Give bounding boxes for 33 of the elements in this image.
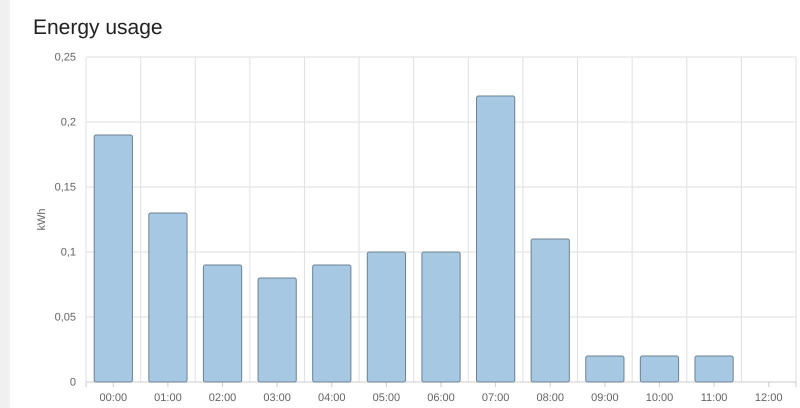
y-tick-label: 0,1 bbox=[60, 246, 76, 259]
x-tick-label: 11:00 bbox=[700, 392, 728, 404]
x-tick-label: 03:00 bbox=[263, 392, 291, 404]
y-tick-label: 0,2 bbox=[60, 116, 76, 129]
bar bbox=[585, 356, 624, 382]
x-tick-label: 10:00 bbox=[646, 392, 674, 404]
bar bbox=[202, 264, 242, 382]
bar bbox=[640, 356, 680, 382]
x-tick-label: 04:00 bbox=[318, 392, 346, 404]
bar bbox=[148, 212, 188, 382]
y-tick-label: 0 bbox=[70, 376, 76, 389]
y-tick-label: 0,25 bbox=[54, 52, 76, 64]
x-tick-label: 02:00 bbox=[208, 392, 236, 404]
bar bbox=[312, 264, 352, 382]
x-tick-label: 09:00 bbox=[591, 392, 619, 404]
x-tick-label: 01:00 bbox=[154, 392, 182, 404]
y-axis-title: kWh bbox=[36, 208, 48, 230]
chart-title: Energy usage bbox=[33, 16, 163, 39]
x-tick-label: 12:00 bbox=[754, 392, 782, 404]
bar bbox=[258, 278, 297, 382]
x-tick-label: 05:00 bbox=[372, 392, 400, 404]
y-tick-label: 0,05 bbox=[54, 312, 76, 324]
x-tick-label: 00:00 bbox=[100, 392, 128, 404]
x-tick-label: 08:00 bbox=[536, 392, 564, 404]
bar bbox=[530, 238, 570, 382]
x-tick-label: 06:00 bbox=[427, 392, 455, 404]
x-tick-label: 07:00 bbox=[482, 392, 510, 404]
bar bbox=[366, 252, 406, 382]
bar bbox=[476, 96, 516, 382]
y-tick-label: 0,15 bbox=[54, 182, 76, 194]
bar bbox=[694, 356, 734, 382]
bar bbox=[421, 252, 461, 382]
bar bbox=[94, 134, 133, 382]
